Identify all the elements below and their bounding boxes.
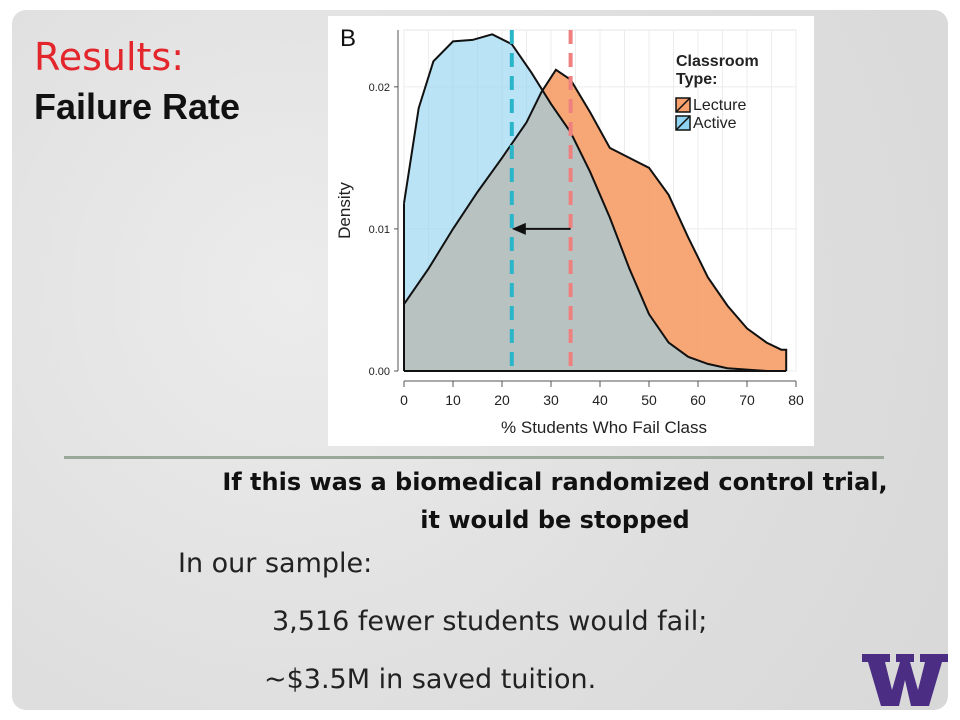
- x-tick-label: 70: [739, 392, 755, 408]
- legend-title: Classroom Type:: [676, 53, 759, 88]
- x-tick-label: 30: [543, 392, 559, 408]
- legend-label-active: Active: [693, 115, 737, 132]
- density-chart-panel: 0.00 0.01 0.02 0 10 20 30 40 50 60 70 80 % Students …: [328, 16, 814, 446]
- slide-title-failure-rate: Failure Rate: [34, 86, 241, 127]
- uw-w-logo: [862, 654, 948, 706]
- x-tick-label: 10: [445, 392, 461, 408]
- y-tick-label: 0.01: [369, 224, 390, 236]
- legend-swatch-slash: [675, 115, 691, 131]
- sample-point-fewer-fail: 3,516 fewer students would fail;: [272, 606, 708, 637]
- density-chart: 0.00 0.01 0.02 0 10 20 30 40 50 60 70 80 % Students …: [335, 25, 804, 437]
- divider-rule: [64, 456, 884, 459]
- statement-line-2: it would be stopped: [420, 506, 690, 534]
- panel-label: B: [340, 25, 356, 52]
- legend-swatch-slash: [675, 97, 691, 113]
- x-tick-label: 0: [400, 392, 408, 408]
- sample-heading: In our sample:: [178, 548, 373, 579]
- x-tick-label: 50: [641, 392, 657, 408]
- x-tick-label: 20: [494, 392, 510, 408]
- x-tick-label: 40: [592, 392, 608, 408]
- density-line-active: [403, 33, 767, 372]
- y-axis-title: Density: [335, 182, 354, 239]
- statement-line-1: If this was a biomedical randomized cont…: [222, 468, 888, 496]
- density-area-active: [404, 34, 767, 372]
- legend-label-lecture: Lecture: [693, 97, 746, 114]
- x-tick-label: 60: [690, 392, 706, 408]
- y-tick-label: 0.02: [369, 82, 390, 94]
- uw-w-logo-mark: [862, 654, 948, 706]
- sample-point-saved-tuition: ~$3.5M in saved tuition.: [264, 664, 597, 695]
- slide-title-results: Results:: [34, 35, 185, 79]
- x-tick-label: 80: [788, 392, 804, 408]
- density-line-lecture: [403, 68, 788, 371]
- shift-arrow-head: [511, 222, 526, 235]
- y-tick-label: 0.00: [369, 366, 390, 378]
- x-axis-title: % Students Who Fail Class: [501, 418, 707, 437]
